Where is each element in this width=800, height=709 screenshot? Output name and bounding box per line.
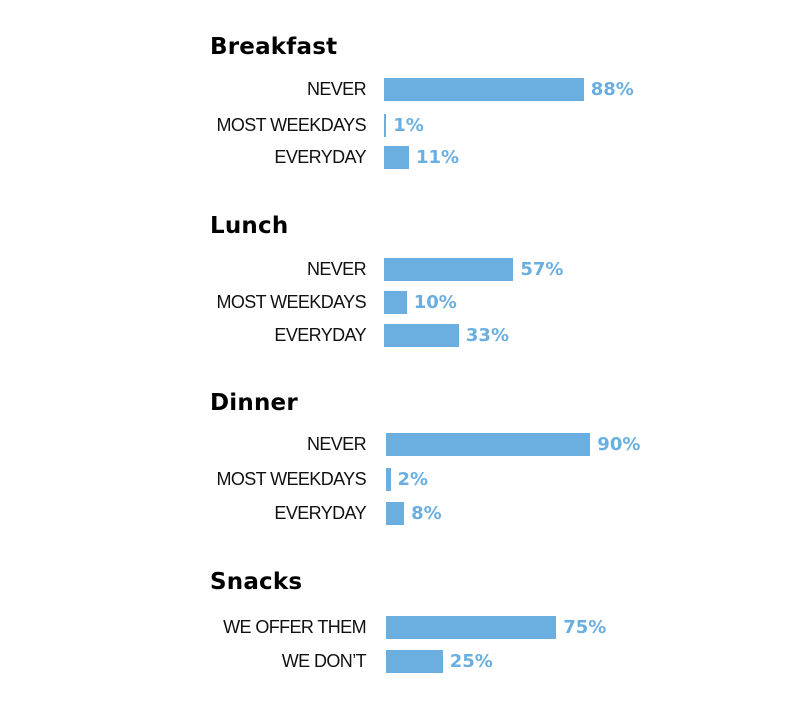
lunch-category-label: NEVER xyxy=(306,259,367,279)
dinner-category-label: MOST WEEKDAYS xyxy=(216,469,366,489)
dinner-value-label: 90% xyxy=(597,434,641,455)
dinner-bar xyxy=(386,468,391,491)
lunch-category-label: EVERYDAY xyxy=(274,325,366,345)
dinner-category-label: EVERYDAY xyxy=(274,503,366,523)
breakfast-bar xyxy=(384,146,409,169)
lunch-bar xyxy=(384,258,514,281)
snacks-category-label: WE DON’T xyxy=(281,651,367,671)
dinner-bar xyxy=(386,433,591,456)
dinner-bar xyxy=(386,502,405,525)
lunch-value-label: 33% xyxy=(465,325,509,346)
lunch-group-title: Lunch xyxy=(210,213,289,239)
breakfast-category-label: EVERYDAY xyxy=(274,147,366,167)
breakfast-value-label: 11% xyxy=(415,147,460,168)
breakfast-bar xyxy=(384,78,584,101)
snacks-value-label: 75% xyxy=(563,617,607,638)
snacks-value-label: 25% xyxy=(449,651,493,672)
breakfast-category-label: NEVER xyxy=(306,79,367,99)
breakfast-value-label: 1% xyxy=(393,115,424,136)
breakfast-category-label: MOST WEEKDAYS xyxy=(216,115,366,135)
lunch-bar xyxy=(384,291,407,314)
dinner-value-label: 8% xyxy=(411,503,442,524)
snacks-group-title: Snacks xyxy=(210,569,303,595)
lunch-value-label: 10% xyxy=(413,292,457,313)
snacks-bar xyxy=(386,650,443,673)
lunch-value-label: 57% xyxy=(520,259,564,280)
dinner-category-label: NEVER xyxy=(306,434,367,454)
lunch-bar xyxy=(384,324,459,347)
breakfast-value-label: 88% xyxy=(590,79,634,100)
lunch-category-label: MOST WEEKDAYS xyxy=(216,292,366,312)
dinner-value-label: 2% xyxy=(397,469,429,490)
snacks-bar xyxy=(386,616,557,639)
breakfast-bar xyxy=(384,114,387,137)
breakfast-group-title: Breakfast xyxy=(210,34,338,60)
snacks-category-label: WE OFFER THEM xyxy=(223,617,366,637)
dinner-group-title: Dinner xyxy=(210,390,298,416)
